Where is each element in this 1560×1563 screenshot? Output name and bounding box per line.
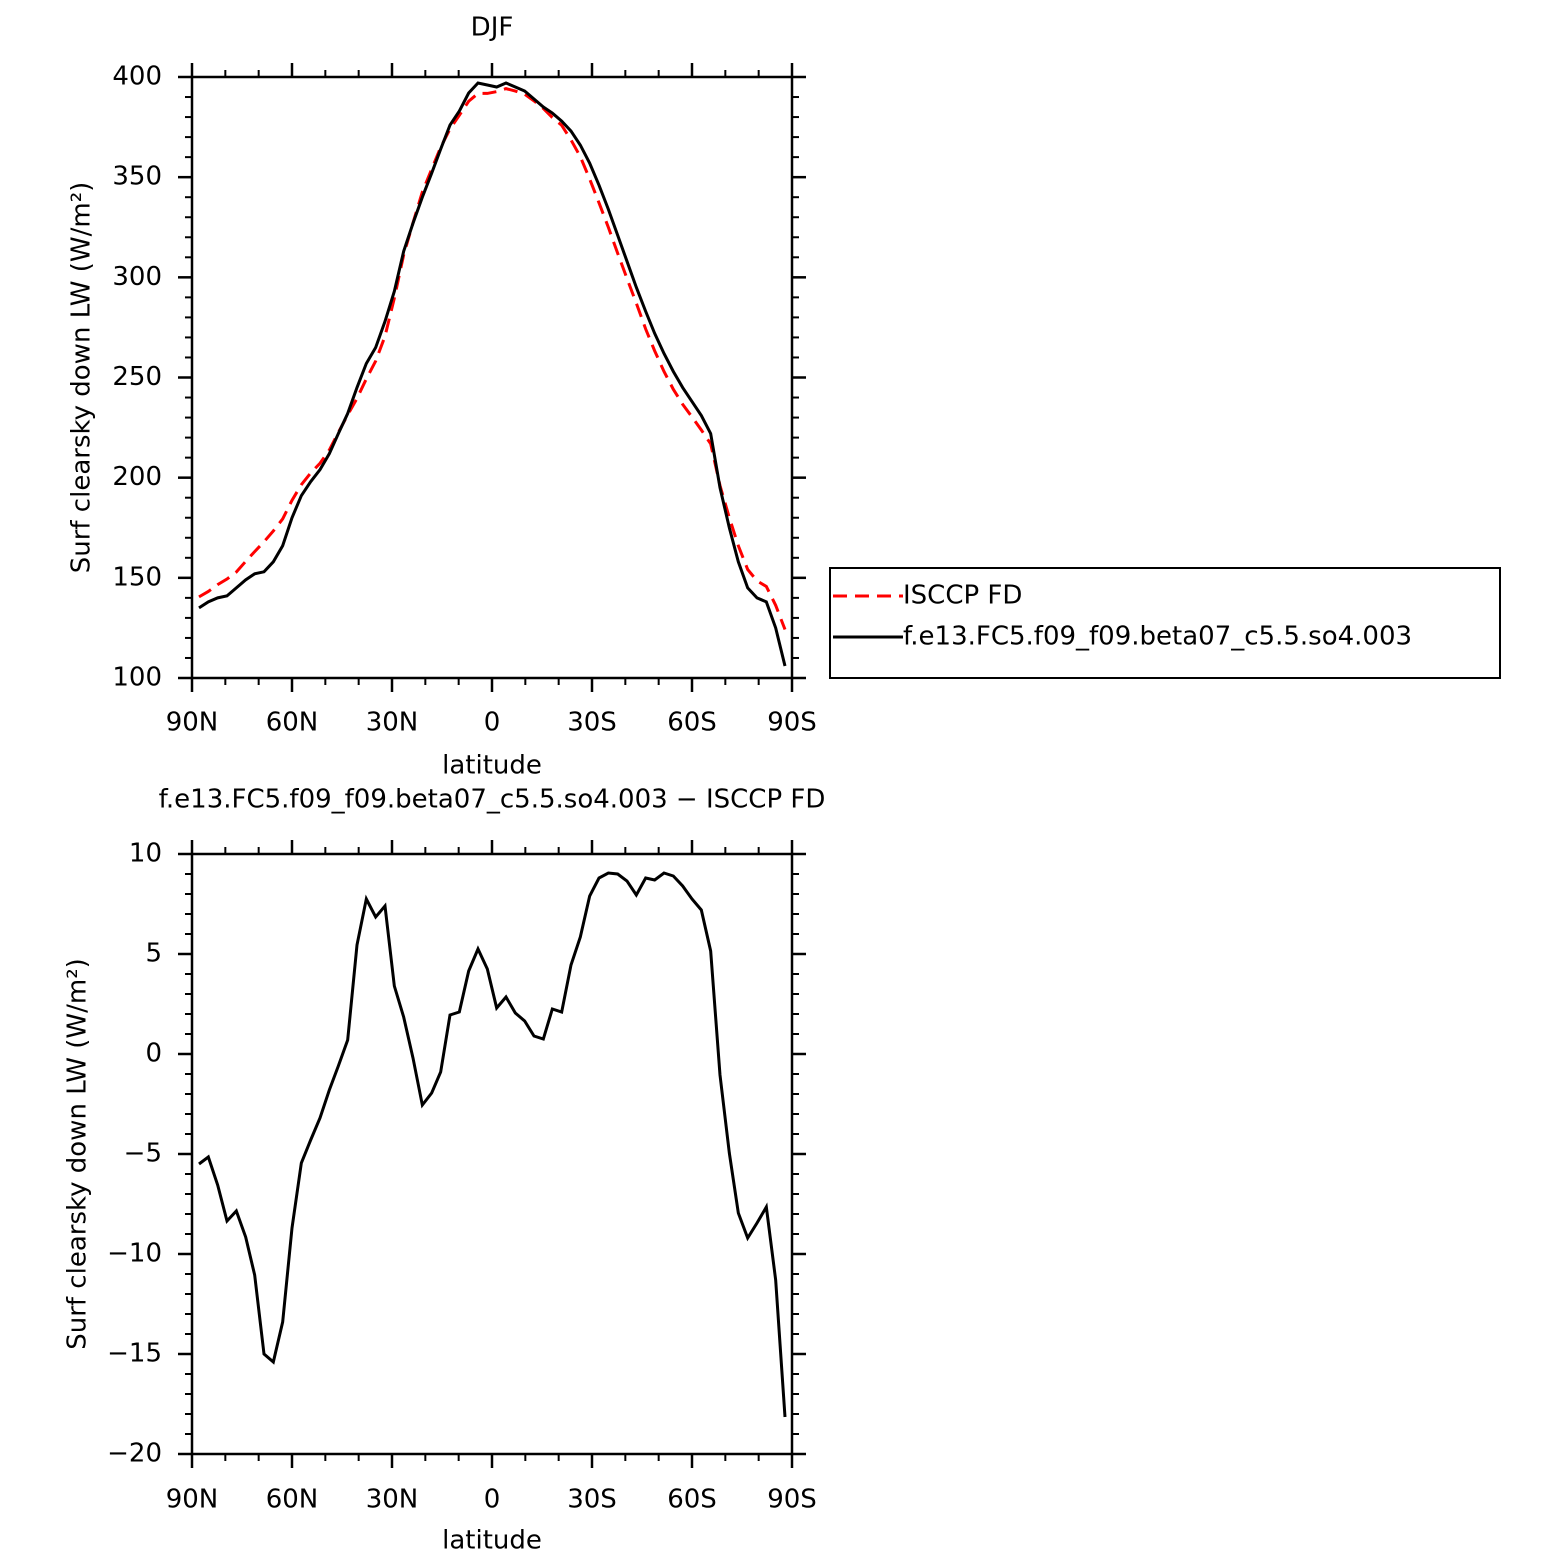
x-tick-label: 30N — [366, 1485, 419, 1515]
data-line — [198, 81, 787, 667]
y-tick-label: 250 — [112, 362, 162, 392]
y-tick-label: −20 — [107, 1439, 162, 1469]
x-tick-label: 30S — [567, 1485, 617, 1515]
x-tick-label: 90S — [767, 1485, 817, 1515]
x-tick-label: 90N — [166, 1485, 219, 1515]
plot-frame — [190, 75, 794, 680]
legend-label: ISCCP FD — [903, 581, 1022, 611]
x-tick-label: 0 — [484, 708, 501, 738]
y-tick-label: −10 — [107, 1239, 162, 1269]
y-tick-label: 300 — [112, 262, 162, 292]
y-tick-label: 200 — [112, 462, 162, 492]
y-axis-label: Surf clearsky down LW (W/m²) — [63, 958, 93, 1350]
legend-label: f.e13.FC5.f09_f09.beta07_c5.5.so4.003 — [903, 622, 1412, 652]
x-tick-label: 30N — [366, 708, 419, 738]
x-tick-label: 60N — [266, 1485, 319, 1515]
y-tick-label: 350 — [112, 162, 162, 192]
y-tick-label: −5 — [124, 1139, 162, 1169]
x-tick-label: 90N — [166, 708, 219, 738]
y-tick-label: 150 — [112, 562, 162, 592]
y-tick-label: 400 — [112, 62, 162, 92]
legend-box — [829, 567, 1501, 679]
x-tick-label: 90S — [767, 708, 817, 738]
y-tick-label: 5 — [145, 939, 162, 969]
x-tick-label: 60S — [667, 1485, 717, 1515]
plot-frame — [190, 852, 794, 1456]
data-line — [198, 871, 787, 1418]
y-tick-label: 100 — [112, 663, 162, 693]
x-tick-label: 60N — [266, 708, 319, 738]
chart-title: DJF — [471, 13, 514, 43]
x-axis-label: latitude — [442, 1526, 542, 1556]
data-line — [198, 87, 787, 631]
chart-title: f.e13.FC5.f09_f09.beta07_c5.5.so4.003 − … — [159, 785, 826, 815]
x-axis-label: latitude — [442, 751, 542, 781]
y-tick-label: 0 — [145, 1039, 162, 1069]
x-tick-label: 60S — [667, 708, 717, 738]
y-tick-label: −15 — [107, 1339, 162, 1369]
x-tick-label: 30S — [567, 708, 617, 738]
y-axis-label: Surf clearsky down LW (W/m²) — [67, 182, 97, 574]
y-tick-label: 10 — [129, 839, 162, 869]
x-tick-label: 0 — [484, 1485, 501, 1515]
